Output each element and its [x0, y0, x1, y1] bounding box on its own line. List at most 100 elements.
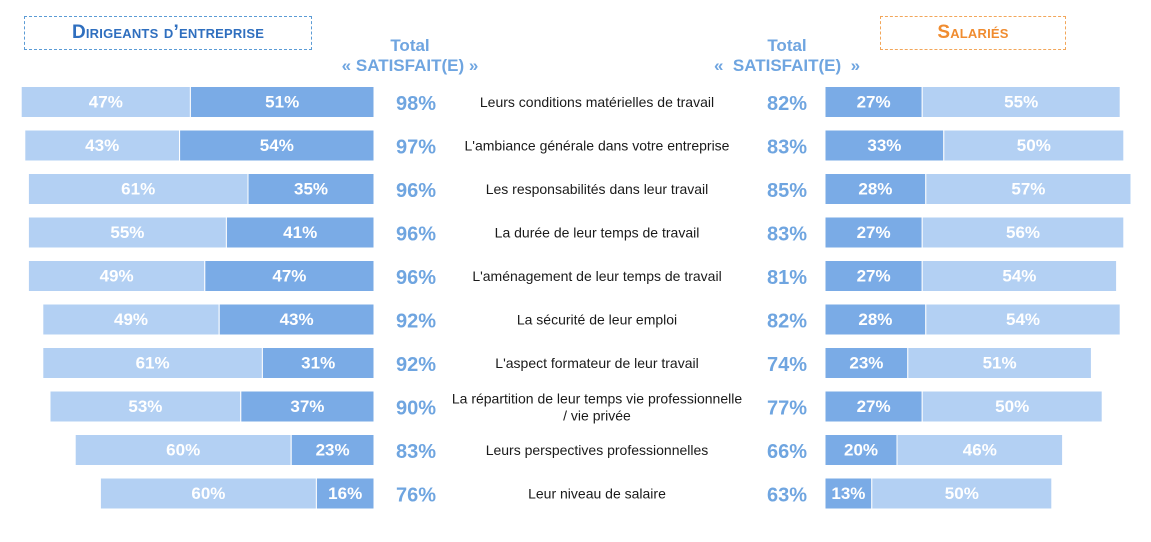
salaries-light-label: 54%	[1002, 267, 1036, 286]
salaries-bar-dark	[824, 390, 923, 423]
dirigeants-bar-light	[74, 434, 292, 466]
salaries-light-label: 50%	[995, 397, 1029, 416]
dirigeants-dark-label: 41%	[283, 223, 317, 242]
dirigeants-dark-label: 54%	[260, 136, 294, 155]
dirigeants-bar-light	[42, 347, 263, 379]
salaries-bar-light	[921, 216, 1125, 249]
dirigeants-bar-light	[99, 477, 317, 510]
category-label: L'aspect formateur de leur travail	[495, 355, 698, 371]
dirigeants-bar-light	[42, 303, 220, 336]
salaries-dark-label: 20%	[844, 441, 878, 460]
dirigeants-total: 76%	[396, 485, 436, 507]
dirigeants-total: 98%	[396, 93, 436, 115]
salaries-total: 85%	[767, 180, 807, 202]
salaries-total: 74%	[767, 354, 807, 376]
dirigeants-bar-dark	[290, 434, 375, 466]
category-label: L'ambiance générale dans votre entrepris…	[465, 138, 730, 154]
dirigeants-total: 83%	[396, 441, 436, 463]
salaries-dark-label: 27%	[857, 223, 891, 242]
dirigeants-light-label: 61%	[121, 180, 155, 199]
dirigeants-bar-dark	[240, 390, 375, 423]
salaries-light-label: 55%	[1004, 93, 1038, 112]
dirigeants-bar-dark	[179, 129, 375, 162]
salaries-light-label: 51%	[983, 354, 1017, 373]
salaries-total: 83%	[767, 137, 807, 159]
category-label: La durée de leur temps de travail	[495, 225, 700, 241]
dirigeants-bar-dark	[247, 173, 375, 205]
dirigeants-light-label: 61%	[136, 354, 170, 373]
salaries-dark-label: 13%	[831, 484, 865, 503]
salaries-bar-light	[871, 477, 1053, 510]
salaries-total: 82%	[767, 311, 807, 333]
dirigeants-dark-label: 35%	[294, 180, 328, 199]
salaries-bar-light	[921, 86, 1121, 118]
category-label: Leurs conditions matérielles de travail	[480, 94, 714, 110]
dirigeants-total: 90%	[396, 398, 436, 420]
dirigeants-bar-dark	[225, 216, 375, 249]
dirigeants-total: 92%	[396, 354, 436, 376]
salaries-light-label: 54%	[1006, 310, 1040, 329]
salaries-light-label: 46%	[963, 441, 997, 460]
dirigeants-bar-light	[27, 216, 227, 249]
dirigeants-bar-light	[27, 260, 206, 292]
salaries-total: 66%	[767, 441, 807, 463]
salaries-bar-dark	[824, 434, 898, 466]
salaries-bar-light	[943, 129, 1125, 162]
dirigeants-light-label: 53%	[128, 397, 162, 416]
salaries-dark-label: 27%	[857, 267, 891, 286]
dirigeants-bar-dark	[189, 86, 375, 118]
salaries-bar-light	[921, 390, 1103, 423]
dirigeants-light-label: 43%	[85, 136, 119, 155]
salaries-bar-dark	[824, 303, 927, 336]
salaries-total: 82%	[767, 93, 807, 115]
salaries-bar-light	[896, 434, 1064, 466]
salaries-total: 81%	[767, 267, 807, 289]
dirigeants-dark-label: 16%	[328, 484, 362, 503]
total-header-line1: Total	[390, 36, 430, 55]
salaries-bar-light	[907, 347, 1092, 379]
category-label: Leur niveau de salaire	[528, 486, 666, 502]
total-header-dirigeants: Total « SATISFAIT(E) »	[325, 36, 495, 76]
salaries-total: 83%	[767, 224, 807, 246]
dirigeants-light-label: 47%	[89, 93, 123, 112]
dirigeants-dark-label: 31%	[301, 354, 335, 373]
dirigeants-title: Dirigeants d’entreprise	[24, 16, 312, 50]
total-header-line2: « SATISFAIT(E) »	[713, 56, 861, 75]
salaries-title: Salariés	[880, 16, 1066, 50]
category-label: Les responsabilités dans leur travail	[486, 181, 709, 197]
category-label: La répartition de leur temps vie profess…	[452, 391, 742, 407]
dirigeants-bar-dark	[218, 303, 375, 336]
dirigeants-dark-label: 23%	[316, 441, 350, 460]
dirigeants-total: 96%	[396, 224, 436, 246]
dirigeants-total: 92%	[396, 311, 436, 333]
dirigeants-total: 96%	[396, 180, 436, 202]
salaries-bar-dark	[824, 173, 927, 205]
total-header-line1: Total	[767, 36, 807, 55]
salaries-total: 77%	[767, 398, 807, 420]
dirigeants-light-label: 60%	[191, 484, 225, 503]
dirigeants-light-label: 60%	[166, 441, 200, 460]
category-label: L'aménagement de leur temps de travail	[472, 268, 721, 284]
dirigeants-light-label: 49%	[100, 267, 134, 286]
dirigeants-bar-dark	[315, 477, 375, 510]
salaries-bar-dark	[824, 129, 945, 162]
total-header-line2: « SATISFAIT(E) »	[341, 56, 479, 75]
salaries-dark-label: 27%	[857, 93, 891, 112]
dirigeants-dark-label: 51%	[265, 93, 299, 112]
salaries-bar-dark	[824, 86, 923, 118]
salaries-light-label: 56%	[1006, 223, 1040, 242]
dirigeants-total: 97%	[396, 137, 436, 159]
dirigeants-light-label: 49%	[114, 310, 148, 329]
salaries-light-label: 57%	[1011, 180, 1045, 199]
salaries-dark-label: 33%	[867, 136, 901, 155]
salaries-light-label: 50%	[1017, 136, 1051, 155]
total-header-salaries: Total « SATISFAIT(E) »	[702, 36, 872, 76]
salaries-dark-label: 28%	[858, 310, 892, 329]
dirigeants-dark-label: 37%	[290, 397, 324, 416]
salaries-dark-label: 23%	[849, 354, 883, 373]
salaries-bar-light	[921, 260, 1118, 292]
category-label: Leurs perspectives professionnelles	[486, 442, 709, 458]
dirigeants-bar-light	[49, 390, 242, 423]
salaries-total: 63%	[767, 485, 807, 507]
